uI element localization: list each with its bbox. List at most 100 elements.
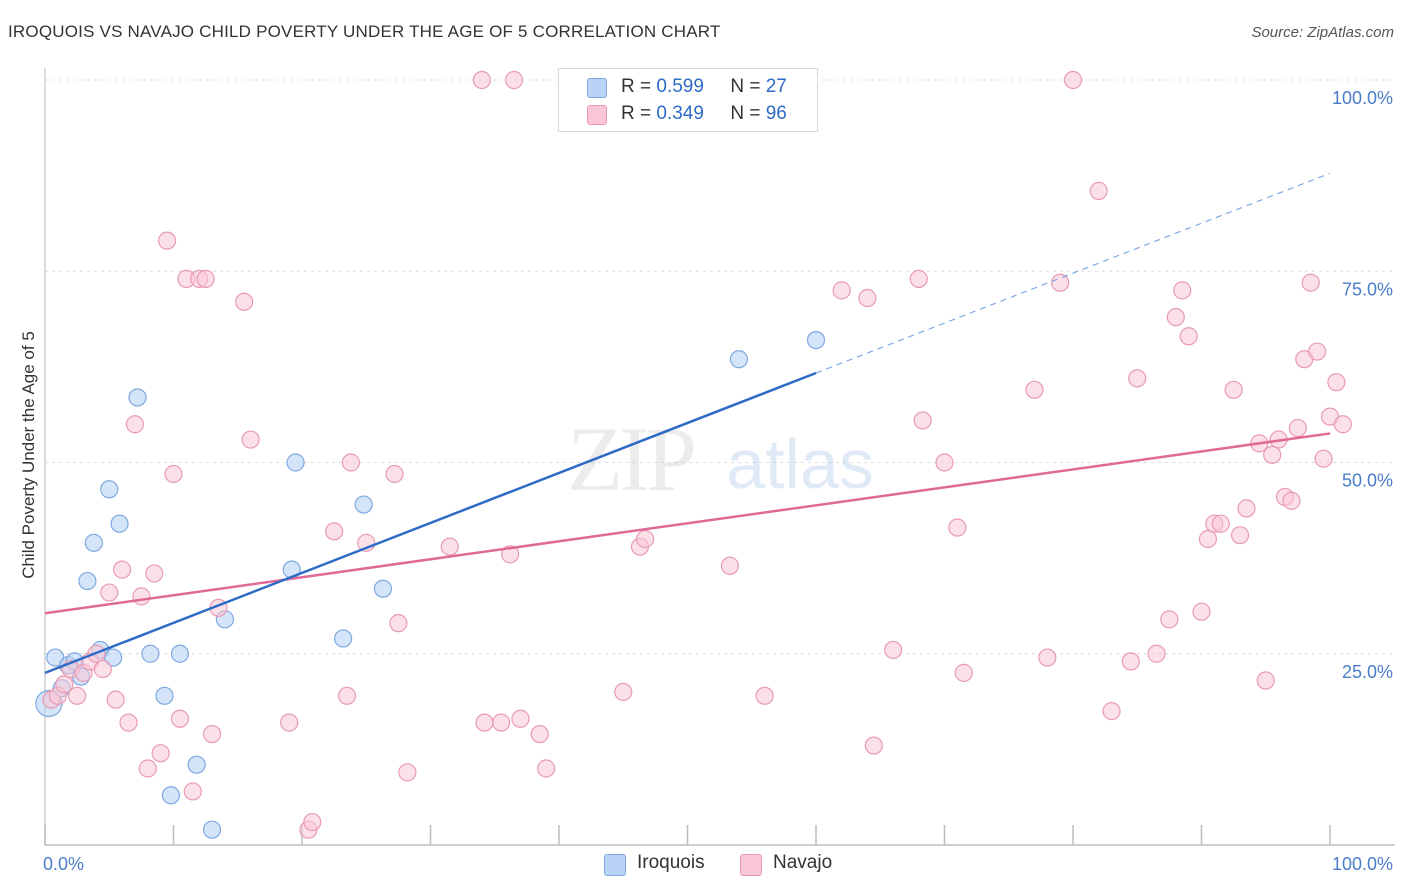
navajo-point: [1333, 415, 1352, 434]
legend-swatch-iroquois: [587, 78, 607, 98]
legend-r-label: R =: [621, 76, 652, 97]
navajo-point: [202, 724, 222, 744]
chart-title: IROQUOIS VS NAVAJO CHILD POVERTY UNDER T…: [8, 22, 721, 41]
navajo-point: [1160, 610, 1179, 629]
watermark: ZIP atlas: [567, 408, 874, 510]
navajo-point: [389, 614, 408, 633]
navajo-point: [125, 415, 145, 434]
navajo-point: [1173, 281, 1192, 300]
navajo-point: [1051, 273, 1070, 292]
navajo-point: [913, 411, 932, 430]
navajo-point: [398, 763, 417, 782]
navajo-point: [183, 782, 202, 801]
navajo-point: [1166, 308, 1185, 327]
x-tick-label: 100.0%: [1332, 854, 1393, 874]
navajo-point: [832, 281, 851, 300]
iroquois-point: [334, 629, 353, 648]
navajo-point: [55, 675, 74, 694]
navajo-point: [1211, 514, 1230, 533]
navajo-point: [170, 709, 190, 728]
source-label: Source: ZipAtlas.com: [1251, 24, 1394, 41]
y-tick-label: 50.0%: [1342, 471, 1393, 491]
navajo-point: [440, 537, 459, 556]
tick-labels: 25.0% 50.0% 75.0% 100.0% 0.0% 100.0%: [43, 88, 1393, 874]
iroquois-point: [354, 495, 373, 514]
iroquois-point: [128, 388, 147, 407]
navajo-point: [1089, 181, 1108, 201]
bottom-legend-label-iroquois: Iroquois: [637, 852, 705, 873]
legend-n-label: N =: [730, 76, 761, 97]
bottom-legend-label-navajo: Navajo: [773, 852, 833, 873]
navajo-point: [1198, 529, 1218, 549]
navajo-point: [1025, 380, 1044, 399]
iroquois-point: [202, 820, 222, 839]
iroquois-point: [161, 786, 181, 805]
navajo-point: [858, 288, 877, 308]
navajo-point: [511, 709, 530, 728]
navajo-point: [492, 713, 511, 732]
navajo-point: [303, 812, 322, 832]
legend-r-value-navajo: 0.349: [656, 103, 704, 124]
y-tick-label: 25.0%: [1342, 662, 1393, 682]
navajo-point: [537, 759, 556, 778]
navajo-point: [935, 453, 954, 472]
navajo-point: [501, 545, 520, 564]
legend-r-label: R =: [621, 103, 652, 124]
navajo-point: [720, 556, 740, 575]
navajo-point: [1308, 342, 1327, 361]
watermark-zip: ZIP: [567, 408, 694, 510]
legend-r-value-iroquois: 0.599: [656, 76, 704, 97]
navajo-point: [954, 663, 973, 682]
legend-n-label: N =: [730, 103, 761, 124]
navajo-point: [1224, 380, 1243, 399]
grid-lines: [45, 79, 1395, 655]
trend-lines: [44, 172, 1331, 675]
navajo-point: [132, 587, 151, 606]
navajo-point: [909, 269, 928, 288]
navajo-point: [385, 464, 404, 484]
navajo-point: [472, 70, 491, 90]
iroquois-point: [155, 686, 174, 705]
navajo-point: [112, 560, 132, 579]
navajo-point: [1282, 491, 1301, 510]
stats-legend: R = 0.599 N = 27 R = 0.349 N = 96: [558, 68, 818, 132]
navajo-point: [1301, 273, 1320, 292]
legend-swatch-navajo: [587, 105, 607, 125]
navajo-point: [1063, 70, 1083, 90]
navajo-point: [504, 70, 524, 90]
iroquois-point: [286, 453, 305, 472]
iroquois-point: [373, 579, 393, 598]
navajo-point: [241, 430, 260, 449]
navajo-point: [755, 686, 774, 705]
navajo-point: [145, 564, 164, 583]
navajo-point: [1230, 526, 1250, 545]
navajo-point: [341, 453, 360, 472]
navajo-point: [614, 682, 633, 702]
navajo-point: [280, 713, 299, 732]
navajo-point: [1314, 449, 1333, 468]
iroquois-trend-extension: [815, 172, 1331, 374]
navajo-point: [325, 522, 344, 541]
legend-n-value-navajo: 96: [765, 103, 787, 124]
navajo-point: [1192, 602, 1211, 621]
series-navajo: [42, 70, 1352, 839]
navajo-point: [138, 759, 157, 778]
iroquois-trend-line: [44, 371, 817, 675]
navajo-point: [100, 583, 119, 602]
navajo-point: [948, 518, 967, 537]
navajo-point: [1121, 652, 1140, 671]
iroquois-point: [141, 644, 160, 663]
navajo-point: [864, 736, 883, 755]
axes: [44, 68, 1395, 846]
navajo-point: [157, 231, 177, 250]
y-tick-label: 100.0%: [1332, 88, 1393, 108]
navajo-point: [106, 690, 125, 709]
iroquois-point: [187, 755, 206, 774]
bottom-legend-swatch-iroquois: [604, 854, 626, 876]
navajo-point: [1102, 702, 1121, 721]
navajo-point: [635, 529, 655, 549]
iroquois-point: [170, 644, 190, 663]
navajo-point: [1256, 671, 1275, 690]
legend-n-value-iroquois: 27: [765, 76, 787, 97]
iroquois-point: [78, 571, 97, 591]
